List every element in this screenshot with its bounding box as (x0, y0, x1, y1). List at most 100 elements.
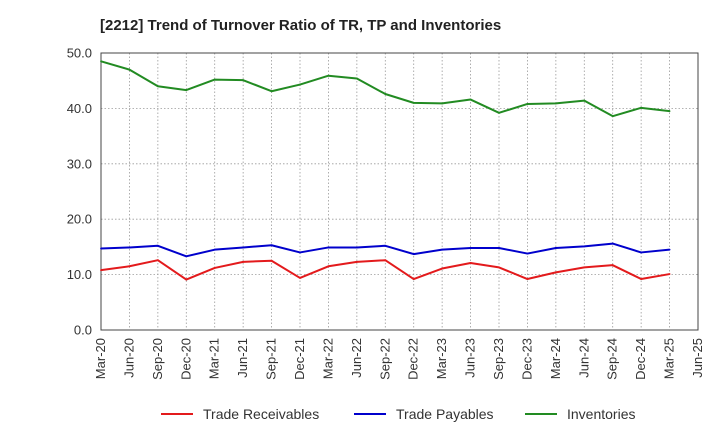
x-tick-label: Sep-20 (150, 338, 165, 380)
x-tick-label: Dec-21 (292, 338, 307, 380)
trade-receivables-point (270, 259, 273, 262)
trade-payables-point (441, 248, 444, 251)
trade-receivables-point (128, 265, 131, 268)
trade-payables-point (299, 251, 301, 254)
chart-title: [2212] Trend of Turnover Ratio of TR, TP… (100, 17, 501, 34)
legend-label-trade-receivables: Trade Receivables (203, 406, 319, 422)
inventories-point (327, 74, 330, 77)
legend-label-trade-payables: Trade Payables (396, 406, 494, 422)
inventories-point (128, 68, 131, 71)
trade-receivables-point (156, 259, 159, 262)
trade-payables-point (640, 251, 643, 254)
x-tick-label: Sep-23 (491, 338, 506, 380)
trade-receivables-point (554, 271, 557, 274)
x-tick-label: Jun-25 (690, 338, 705, 378)
trade-payables-point (498, 247, 500, 249)
x-tick-label: Mar-24 (548, 338, 563, 379)
inventories-point (583, 99, 586, 102)
x-tick-label: Mar-25 (662, 338, 677, 379)
trade-receivables-point (611, 264, 614, 267)
inventories-point (270, 90, 273, 93)
x-tick-label: Jun-23 (463, 338, 478, 378)
trade-receivables-point (441, 267, 444, 270)
inventories-point (526, 103, 529, 105)
x-tick-label: Jun-22 (349, 338, 364, 378)
trade-receivables-point (355, 260, 358, 263)
trade-payables-point (327, 246, 330, 249)
inventories-point (242, 79, 245, 82)
y-tick-label: 30.0 (67, 156, 92, 171)
inventories-point (213, 78, 216, 81)
x-tick-label: Mar-22 (320, 338, 335, 379)
trade-payables-point (270, 244, 273, 247)
inventories-point (412, 101, 415, 104)
trade-payables-point (100, 247, 102, 250)
y-tick-label: 50.0 (67, 46, 92, 61)
inventories-point (498, 111, 500, 114)
trade-payables-point (355, 246, 358, 249)
trade-receivables-point (583, 266, 586, 269)
y-tick-label: 10.0 (67, 267, 92, 282)
series-layer (100, 60, 671, 281)
x-tick-label: Jun-20 (121, 338, 136, 378)
trade-receivables-point (498, 266, 500, 269)
legend-label-inventories: Inventories (567, 406, 635, 422)
y-tick-label: 20.0 (67, 212, 92, 227)
trade-payables-point (583, 245, 586, 248)
inventories-point (100, 60, 102, 63)
x-tick-label: Jun-24 (576, 338, 591, 378)
trade-payables-point (668, 248, 671, 251)
trade-receivables-point (668, 273, 671, 275)
trade-receivables-point (299, 277, 301, 279)
trade-receivables-point (469, 262, 472, 264)
inventories-point (640, 106, 643, 109)
trade-receivables-point (526, 278, 529, 280)
x-tick-label: Sep-22 (377, 338, 392, 380)
x-tick-label: Mar-21 (207, 338, 222, 379)
inventories-point (611, 115, 614, 118)
x-tick-label: Jun-21 (235, 338, 250, 378)
axis-layer: 0.0 10.0 20.0 30.0 40.0 50.0 Mar-20 Jun-20 Sep-2… (67, 46, 705, 380)
inventories-point (156, 85, 159, 88)
trade-receivables-point (327, 265, 330, 268)
x-tick-label: Sep-21 (264, 338, 279, 380)
trade-receivables-point (640, 278, 643, 280)
x-tick-label: Mar-23 (434, 338, 449, 379)
x-tick-label: Dec-23 (519, 338, 534, 380)
y-tick-label: 40.0 (67, 101, 92, 116)
trade-payables-point (185, 255, 188, 258)
inventories-point (185, 89, 188, 92)
trade-payables-point (128, 246, 131, 249)
inventories-point (554, 102, 557, 105)
x-tick-label: Sep-24 (605, 338, 620, 380)
grid-layer (100, 52, 699, 331)
plot-frame (100, 52, 699, 331)
x-tick-label: Dec-24 (633, 338, 648, 380)
inventories-point (668, 110, 671, 113)
trade-payables-point (213, 248, 216, 251)
inventories-point (441, 102, 444, 105)
x-tick-label: Dec-22 (406, 338, 421, 380)
trade-payables-point (156, 244, 159, 247)
trade-payables-point (412, 253, 415, 256)
y-tick-label: 0.0 (74, 323, 92, 338)
inventories-point (469, 98, 472, 101)
legend: Trade Receivables Trade Payables Inventori… (161, 406, 635, 422)
trade-payables-point (611, 242, 614, 245)
trade-payables-point (554, 247, 557, 249)
trade-receivables-point (242, 260, 245, 263)
trade-payables-point (384, 244, 387, 247)
trade-payables-point (242, 246, 245, 249)
trade-receivables-point (100, 269, 102, 272)
x-tick-label: Mar-20 (93, 338, 108, 379)
trade-receivables-point (384, 259, 387, 262)
inventories-point (299, 83, 301, 86)
trade-payables-point (469, 247, 472, 249)
trade-receivables-point (185, 278, 188, 281)
trade-receivables-point (213, 267, 216, 269)
inventories-point (384, 93, 387, 95)
inventories-point (355, 77, 358, 80)
trade-payables-point (526, 252, 529, 255)
